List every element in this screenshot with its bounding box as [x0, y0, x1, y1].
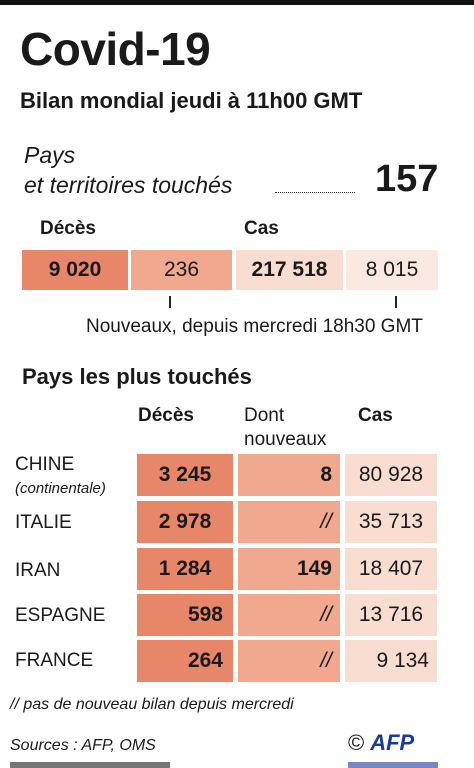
sources: Sources : AFP, OMS: [10, 737, 156, 754]
row-country: FRANCE: [15, 650, 94, 671]
row-country-sub: (continentale): [15, 480, 106, 497]
countries-count: 157: [375, 158, 439, 200]
row-cases: 35 713: [345, 501, 437, 543]
new-cases-tick: [395, 296, 397, 308]
global-deaths-label: Décès: [40, 218, 96, 239]
col-deaths-header: Décès: [138, 405, 194, 426]
global-cases-label: Cas: [244, 218, 279, 239]
page-subtitle: Bilan mondial jeudi à 11h00 GMT: [20, 88, 363, 113]
row-deaths: 598: [137, 594, 233, 636]
section-title: Pays les plus touchés: [22, 364, 252, 389]
col-cases-header: Cas: [358, 405, 393, 426]
new-since-note: Nouveaux, depuis mercredi 18h30 GMT: [86, 316, 423, 337]
row-deaths: 264: [137, 640, 233, 682]
row-new: 149: [238, 548, 340, 590]
global-cases-new: 8 015: [346, 250, 438, 290]
row-cases: 80 928: [345, 454, 437, 496]
global-cases-total: 217 518: [236, 250, 343, 290]
page-title: Covid-19: [20, 23, 211, 75]
row-deaths: 1 284: [137, 548, 233, 590]
dotted-leader: [275, 192, 355, 193]
row-deaths: 3 245: [137, 454, 233, 496]
cropped-text-line: [10, 762, 170, 768]
countries-label-line1: Pays: [24, 142, 76, 168]
row-new: //: [238, 640, 340, 682]
countries-label-line2: et territoires touchés: [24, 172, 233, 198]
row-cases: 13 716: [345, 594, 437, 636]
row-country: ITALIE: [15, 512, 72, 533]
row-country: CHINE: [15, 454, 75, 475]
row-new: //: [238, 501, 340, 543]
top-rule: [0, 0, 474, 5]
cropped-logo-line: [348, 762, 438, 768]
row-new: 8: [238, 454, 340, 496]
global-deaths-new: 236: [131, 250, 232, 290]
col-new-header-line1: Dont: [244, 405, 285, 426]
global-deaths-total: 9 020: [22, 250, 128, 290]
row-country: ESPAGNE: [15, 605, 106, 626]
row-cases: 9 134: [345, 640, 437, 682]
logo-text: AFP: [370, 730, 415, 755]
row-new: //: [238, 594, 340, 636]
col-new-header-line2: nouveaux: [244, 429, 327, 450]
copyright-symbol: ©: [348, 730, 365, 755]
row-deaths: 2 978: [137, 501, 233, 543]
row-country: IRAN: [15, 560, 61, 581]
new-deaths-tick: [169, 296, 171, 308]
footnote: // pas de nouveau bilan depuis mercredi: [10, 696, 294, 713]
afp-logo: © AFP: [348, 730, 414, 756]
row-cases: 18 407: [345, 548, 437, 590]
